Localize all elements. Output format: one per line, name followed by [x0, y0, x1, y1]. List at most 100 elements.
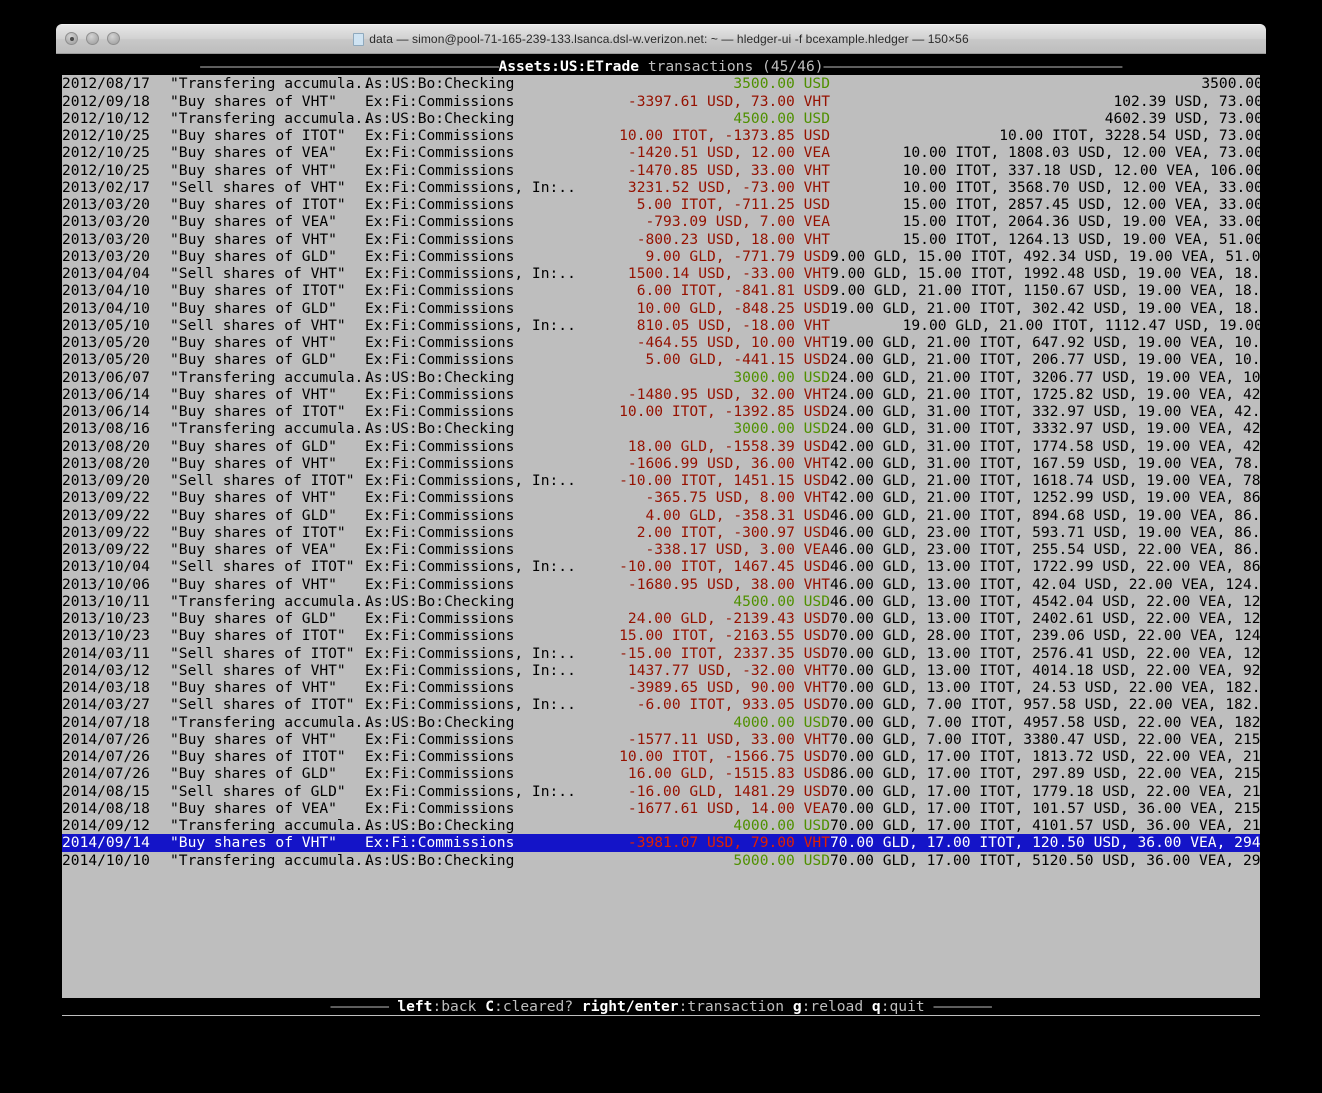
transaction-description: "Buy shares of VHT" — [170, 385, 337, 403]
transaction-balance: 9.00 GLD, 15.00 ITOT, 1992.48 USD, 19.00… — [830, 265, 1260, 282]
table-row[interactable]: 2013/09/22 "Buy shares of GLD" Ex:Fi:Commi… — [62, 507, 1260, 524]
table-row[interactable]: 2012/09/18 "Buy shares of VHT" Ex:Fi:Commi… — [62, 93, 1260, 110]
table-row[interactable]: 2013/09/20 "Sell shares of ITOT" Ex:Fi:Com… — [62, 472, 1260, 489]
table-row[interactable]: 2013/10/23 "Buy shares of ITOT" Ex:Fi:Comm… — [62, 627, 1260, 644]
transaction-description: "Sell shares of ITOT" — [170, 472, 355, 489]
transaction-account: Ex:Fi:Commissions — [365, 282, 515, 300]
transaction-description: "Transfering accumula.. — [170, 109, 373, 127]
table-row[interactable]: 2013/02/17 "Sell shares of VHT" Ex:Fi:Comm… — [62, 179, 1260, 196]
transaction-date: 2012/10/25 — [62, 127, 150, 144]
table-row[interactable]: 2012/10/25 "Buy shares of ITOT" Ex:Fi:Comm… — [62, 127, 1260, 144]
table-row[interactable]: 2014/08/15 "Sell shares of GLD" Ex:Fi:Comm… — [62, 783, 1260, 800]
transaction-date: 2014/03/18 — [62, 679, 150, 696]
table-row[interactable]: 2014/03/12 "Sell shares of VHT" Ex:Fi:Comm… — [62, 662, 1260, 679]
transaction-account: Ex:Fi:Commissions — [365, 489, 515, 507]
transaction-balance: 102.39 USD, 73.00 VHT — [1113, 92, 1260, 110]
transactions-list[interactable]: 2012/08/17 "Transfering accumula..As:US:B… — [62, 75, 1260, 869]
transaction-account: Ex:Fi:Commissions — [365, 523, 515, 541]
table-row[interactable]: 2013/04/10 "Buy shares of ITOT" Ex:Fi:Comm… — [62, 282, 1260, 299]
transaction-description: "Buy shares of ITOT" — [170, 627, 346, 645]
table-row[interactable]: 2012/10/25 "Buy shares of VEA" Ex:Fi:Commi… — [62, 144, 1260, 161]
transaction-account: Ex:Fi:Commissions — [365, 454, 515, 472]
transaction-account: Ex:Fi:Commissions — [365, 765, 515, 783]
transaction-description: "Buy shares of GLD" — [170, 299, 337, 317]
transaction-account: As:US:Bo:Checking — [365, 851, 515, 869]
table-row[interactable]: 2013/05/20 "Buy shares of GLD" Ex:Fi:Commi… — [62, 351, 1260, 368]
transaction-balance: 70.00 GLD, 7.00 ITOT, 957.58 USD, 22.00 … — [830, 696, 1260, 714]
table-row[interactable]: 2013/03/20 "Buy shares of GLD" Ex:Fi:Commi… — [62, 248, 1260, 265]
table-row[interactable]: 2014/07/26 "Buy shares of ITOT" Ex:Fi:Comm… — [62, 748, 1260, 765]
footer-separator: : — [678, 997, 688, 1015]
table-row[interactable]: 2013/05/20 "Buy shares of VHT" Ex:Fi:Commi… — [62, 334, 1260, 351]
table-row[interactable]: 2014/03/18 "Buy shares of VHT" Ex:Fi:Commi… — [62, 679, 1260, 696]
transaction-balance: 24.00 GLD, 31.00 ITOT, 332.97 USD, 19.00… — [830, 403, 1260, 420]
table-row[interactable]: 2013/09/22 "Buy shares of VEA" Ex:Fi:Commi… — [62, 541, 1260, 558]
footer-keybinding[interactable]: q:quit — [872, 998, 925, 1015]
transaction-description: "Buy shares of ITOT" — [170, 403, 346, 420]
table-row[interactable]: 2013/10/23 "Buy shares of GLD" Ex:Fi:Commi… — [62, 610, 1260, 627]
table-row[interactable]: 2013/08/20 "Buy shares of VHT" Ex:Fi:Commi… — [62, 455, 1260, 472]
close-button[interactable] — [65, 32, 78, 45]
footer-keybinding[interactable]: C:cleared? — [485, 998, 573, 1015]
transaction-amount: 4500.00 USD — [733, 109, 830, 127]
transaction-account: Ex:Fi:Commissions — [365, 127, 515, 144]
table-row[interactable]: 2014/09/14 "Buy shares of VHT" Ex:Fi:Commi… — [62, 834, 1260, 852]
table-row[interactable]: 2014/09/12 "Transfering accumula..As:US:B… — [62, 817, 1260, 834]
table-row[interactable]: 2013/08/16 "Transfering accumula..As:US:B… — [62, 420, 1260, 437]
table-row[interactable]: 2013/03/20 "Buy shares of ITOT" Ex:Fi:Comm… — [62, 196, 1260, 213]
transaction-account: Ex:Fi:Commissions — [365, 799, 515, 817]
table-row[interactable]: 2013/10/11 "Transfering accumula..As:US:B… — [62, 593, 1260, 610]
table-row[interactable]: 2012/10/25 "Buy shares of VHT" Ex:Fi:Commi… — [62, 162, 1260, 179]
transaction-description: "Buy shares of VHT" — [170, 834, 337, 852]
table-row[interactable]: 2013/06/14 "Buy shares of ITOT" Ex:Fi:Comm… — [62, 403, 1260, 420]
table-row[interactable]: 2013/05/10 "Sell shares of VHT" Ex:Fi:Comm… — [62, 317, 1260, 334]
table-row[interactable]: 2013/08/20 "Buy shares of GLD" Ex:Fi:Commi… — [62, 438, 1260, 455]
transaction-date: 2013/10/04 — [62, 558, 150, 576]
header-label: transactions (45/46) — [639, 58, 824, 75]
transaction-date: 2013/08/16 — [62, 420, 150, 438]
zoom-button[interactable] — [107, 32, 120, 45]
transaction-account: Ex:Fi:Commissions — [365, 144, 515, 162]
table-row[interactable]: 2013/10/04 "Sell shares of ITOT" Ex:Fi:Com… — [62, 558, 1260, 575]
footer-keybinding[interactable]: right/enter:transaction — [582, 998, 784, 1015]
table-row[interactable]: 2013/06/07 "Transfering accumula..As:US:B… — [62, 369, 1260, 386]
table-row[interactable]: 2014/10/10 "Transfering accumula..As:US:B… — [62, 852, 1260, 869]
transaction-description: "Buy shares of VEA" — [170, 541, 337, 558]
transaction-amount: -6.00 ITOT, 933.05 USD — [636, 696, 830, 714]
minimize-button[interactable] — [86, 32, 99, 45]
window-titlebar[interactable]: data — simon@pool-71-165-239-133.lsanca.… — [56, 24, 1266, 54]
transaction-description: "Buy shares of VHT" — [170, 334, 337, 351]
transaction-amount: 10.00 GLD, -848.25 USD — [636, 299, 830, 317]
transaction-balance: 9.00 GLD, 15.00 ITOT, 492.34 USD, 19.00 … — [830, 247, 1260, 265]
table-row[interactable]: 2013/09/22 "Buy shares of VHT" Ex:Fi:Commi… — [62, 489, 1260, 506]
table-row[interactable]: 2014/08/18 "Buy shares of VEA" Ex:Fi:Commi… — [62, 800, 1260, 817]
table-row[interactable]: 2014/07/18 "Transfering accumula..As:US:B… — [62, 714, 1260, 731]
table-row[interactable]: 2014/07/26 "Buy shares of VHT" Ex:Fi:Commi… — [62, 731, 1260, 748]
table-row[interactable]: 2013/03/20 "Buy shares of VHT" Ex:Fi:Commi… — [62, 231, 1260, 248]
table-row[interactable]: 2013/04/04 "Sell shares of VHT" Ex:Fi:Comm… — [62, 265, 1260, 282]
transaction-account: Ex:Fi:Commissions — [365, 230, 515, 248]
transaction-description: "Buy shares of GLD" — [170, 506, 337, 524]
footer-keybinding[interactable]: left:back — [397, 998, 476, 1015]
transaction-description: "Buy shares of GLD" — [170, 247, 337, 265]
table-row[interactable]: 2014/07/26 "Buy shares of GLD" Ex:Fi:Commi… — [62, 765, 1260, 782]
footer-keybinding[interactable]: g:reload — [793, 998, 863, 1015]
table-row[interactable]: 2014/03/27 "Sell shares of ITOT" Ex:Fi:Com… — [62, 696, 1260, 713]
transaction-date: 2013/03/20 — [62, 196, 150, 213]
transaction-date: 2012/10/25 — [62, 161, 150, 179]
transaction-description: "Transfering accumula.. — [170, 592, 373, 610]
table-row[interactable]: 2013/03/20 "Buy shares of VEA" Ex:Fi:Commi… — [62, 213, 1260, 230]
table-row[interactable]: 2013/10/06 "Buy shares of VHT" Ex:Fi:Commi… — [62, 576, 1260, 593]
transaction-date: 2013/06/14 — [62, 385, 150, 403]
window-controls[interactable] — [65, 32, 120, 45]
transaction-amount: -1470.85 USD, 33.00 VHT — [627, 161, 830, 179]
table-row[interactable]: 2012/08/17 "Transfering accumula..As:US:B… — [62, 75, 1260, 92]
table-row[interactable]: 2012/10/12 "Transfering accumula..As:US:B… — [62, 110, 1260, 127]
table-row[interactable]: 2013/04/10 "Buy shares of GLD" Ex:Fi:Commi… — [62, 300, 1260, 317]
transaction-balance: 70.00 GLD, 17.00 ITOT, 101.57 USD, 36.00… — [830, 799, 1260, 817]
table-row[interactable]: 2013/06/14 "Buy shares of VHT" Ex:Fi:Commi… — [62, 386, 1260, 403]
transaction-date: 2013/06/07 — [62, 368, 150, 386]
table-row[interactable]: 2013/09/22 "Buy shares of ITOT" Ex:Fi:Comm… — [62, 524, 1260, 541]
table-row[interactable]: 2014/03/11 "Sell shares of ITOT" Ex:Fi:Com… — [62, 645, 1260, 662]
transaction-date: 2013/06/14 — [62, 403, 150, 420]
